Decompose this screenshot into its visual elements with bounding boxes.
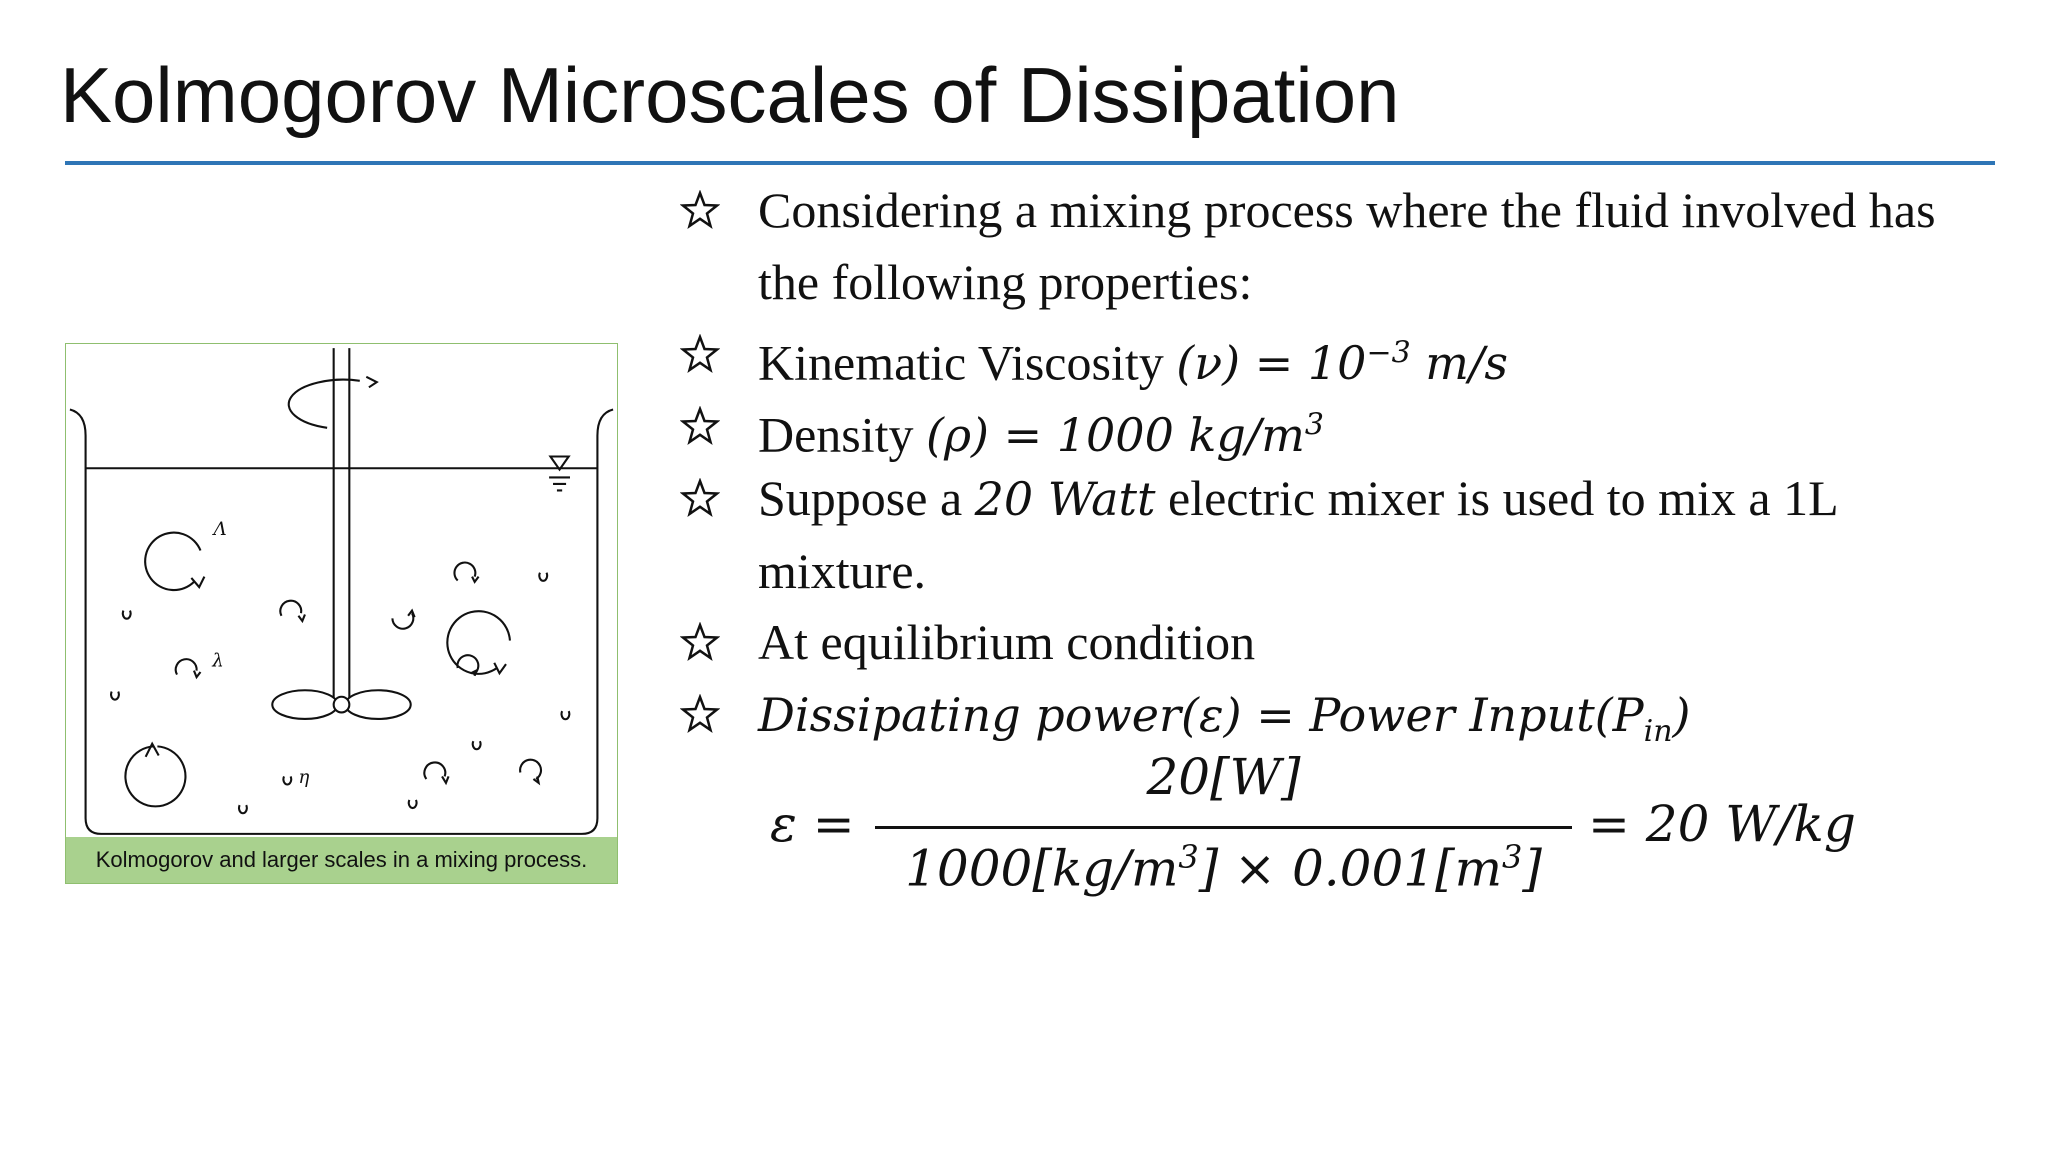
bullet-text: Suppose a bbox=[758, 470, 975, 526]
bullet: Suppose a 20 Watt electric mixer is used… bbox=[758, 462, 1988, 607]
superscript: −3 bbox=[1366, 336, 1411, 371]
math-text: ) bbox=[1672, 688, 1691, 742]
equation-numerator: 20[W] bbox=[1146, 748, 1301, 806]
bullet: At equilibrium condition bbox=[758, 606, 1988, 678]
math-text: ] bbox=[1522, 839, 1542, 898]
bullet-text: Density bbox=[758, 406, 927, 463]
bullet: Kinematic Viscosity (ν) = 10−3 m/s bbox=[758, 318, 1988, 399]
bullet-text: At equilibrium condition bbox=[758, 614, 1256, 670]
math-text: m/s bbox=[1410, 336, 1509, 391]
figure-caption: Kolmogorov and larger scales in a mixing… bbox=[66, 837, 617, 883]
math-text: Dissipating power(ε) = Power Input(P bbox=[758, 688, 1644, 742]
bullet-star bbox=[680, 190, 720, 229]
bullet-text: electric mixer is used to mix a 1L mixtu… bbox=[758, 470, 1837, 599]
bullet-star bbox=[680, 694, 720, 733]
subscript: in bbox=[1643, 714, 1673, 750]
diagram-label: Λ bbox=[212, 519, 227, 540]
superscript: 3 bbox=[1502, 838, 1523, 876]
math: Dissipating power(ε) = Power Input(Pin) bbox=[758, 688, 1691, 749]
bullet-text: Kinematic Viscosity bbox=[758, 334, 1177, 391]
bullet: Dissipating power(ε) = Power Input(Pin) bbox=[758, 678, 1988, 768]
bullet: Considering a mixing process where the f… bbox=[758, 174, 1988, 318]
fraction-bar bbox=[875, 826, 1572, 829]
math-text: ] × 0.001[m bbox=[1198, 839, 1503, 898]
equation-rhs: = 20 W/kg bbox=[1588, 795, 1856, 853]
equation-denominator: 1000[kg/m3] × 0.001[m3] bbox=[875, 838, 1572, 898]
math-text: 1000[kg/m bbox=[905, 839, 1179, 898]
diagram-label: η bbox=[298, 767, 309, 788]
bullet-star bbox=[680, 334, 720, 373]
math-text: (ν) = 10 bbox=[1176, 336, 1367, 391]
math-text: (ρ) = 1000 kg/m bbox=[926, 408, 1305, 463]
title-rule bbox=[65, 161, 1995, 165]
diagram-label: λ bbox=[211, 651, 224, 672]
slide-title: Kolmogorov Microscales of Dissipation bbox=[60, 51, 1400, 139]
figure: Λ λ η Kolmogorov and larger scales in a … bbox=[65, 343, 618, 884]
math: (ρ) = 1000 kg/m3 bbox=[926, 408, 1324, 462]
bullet: Density (ρ) = 1000 kg/m3 bbox=[758, 390, 1988, 471]
math: 20 Watt bbox=[974, 472, 1156, 526]
bullet-star bbox=[680, 622, 720, 661]
equation-lhs: ε = bbox=[770, 795, 855, 853]
superscript: 3 bbox=[1178, 838, 1199, 876]
bullet-star bbox=[680, 478, 720, 517]
mixing-tank-diagram: Λ λ η bbox=[69, 348, 614, 835]
bullet-star bbox=[680, 406, 720, 445]
superscript: 3 bbox=[1304, 408, 1324, 443]
math: (ν) = 10−3 m/s bbox=[1176, 336, 1508, 390]
bullet-text: Considering a mixing process where the f… bbox=[758, 182, 1936, 310]
